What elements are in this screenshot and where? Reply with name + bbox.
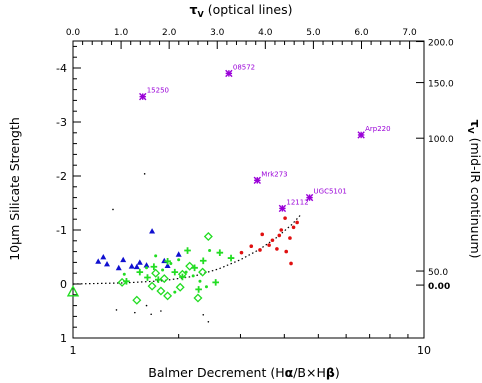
point-dot	[275, 247, 279, 251]
point-dot	[284, 250, 288, 254]
point-asterisk	[358, 132, 364, 138]
right-axis-title-rest: (mid-IR continuum)	[468, 134, 482, 259]
top-tick-label: 2.0	[162, 28, 177, 38]
point-dot	[240, 251, 244, 255]
point-small-dot	[198, 280, 201, 283]
source-label: Mrk273	[261, 170, 287, 178]
point-small-dot	[123, 273, 126, 276]
x-axis-title: Balmer Decrement (Hα/B×Hβ)	[148, 365, 339, 380]
point-tiny-dot	[116, 309, 118, 311]
point-dot	[249, 244, 253, 248]
point-small-dot	[192, 274, 195, 277]
point-small-dot	[208, 249, 211, 252]
point-dot	[295, 221, 299, 225]
point-dot	[267, 243, 271, 247]
point-dot	[288, 236, 292, 240]
x-axis-title-beta: β	[326, 365, 335, 380]
point-asterisk	[140, 93, 146, 99]
point-dot	[279, 228, 283, 232]
point-asterisk	[226, 70, 232, 76]
point-tiny-dot	[112, 209, 114, 211]
right-tick-label: 200.0	[428, 39, 454, 49]
point-dot	[260, 233, 264, 237]
source-label: 12112	[286, 198, 308, 206]
top-axis-title: τV (optical lines)	[190, 2, 293, 19]
y-tick-label: -1	[56, 224, 67, 237]
point-tiny-dot	[144, 173, 146, 175]
point-tiny-dot	[134, 312, 136, 314]
point-small-dot	[169, 262, 172, 265]
x-axis-title-pre: Balmer Decrement (H	[148, 365, 284, 380]
top-axis-title-rest: (optical lines)	[204, 2, 293, 17]
top-tick-label: 1.0	[114, 28, 129, 38]
point-asterisk	[279, 205, 285, 211]
x-tick-label: 1	[70, 344, 77, 357]
right-tick-label: 150.0	[428, 80, 454, 90]
x-axis-title-mid: /B×H	[293, 365, 326, 380]
point-dot	[289, 262, 293, 266]
point-tiny-dot	[146, 305, 148, 307]
point-small-dot	[145, 266, 148, 269]
point-tiny-dot	[202, 314, 204, 316]
right-axis-title: τV (mid-IR continuum)	[466, 119, 482, 258]
top-tick-label: 3.0	[210, 28, 225, 38]
right-tick-label: 100.0	[428, 135, 454, 145]
source-label: UGC5101	[314, 188, 347, 196]
top-tick-label: 0.0	[66, 28, 81, 38]
right-axis-title-main: τ	[468, 119, 482, 127]
point-asterisk	[254, 177, 260, 183]
y-tick-label: 1	[60, 332, 67, 345]
point-tiny-dot	[160, 310, 162, 312]
point-tiny-dot	[150, 313, 152, 315]
source-label: 15250	[147, 87, 169, 95]
y-tick-label: -2	[56, 170, 67, 183]
right-tick-label: 0.00	[428, 282, 450, 292]
point-small-dot	[185, 271, 188, 274]
point-small-dot	[173, 291, 176, 294]
top-tick-label: 4.0	[258, 28, 273, 38]
source-label: 08572	[233, 63, 255, 71]
point-small-dot	[205, 285, 208, 288]
right-tick-label: 50.0	[428, 268, 448, 278]
point-dot	[292, 226, 296, 230]
point-tiny-dot	[208, 321, 210, 323]
y-tick-label: -3	[56, 116, 67, 129]
x-tick-label: 10	[417, 344, 431, 357]
source-label: Arp220	[365, 125, 390, 133]
point-dot	[258, 248, 262, 252]
point-dot	[283, 216, 287, 220]
point-small-dot	[154, 254, 157, 257]
top-tick-label: 5.0	[306, 28, 321, 38]
top-tick-label: 6.0	[354, 28, 369, 38]
y-tick-label: 0	[60, 278, 67, 291]
top-tick-label: 7.0	[402, 28, 417, 38]
y-tick-label: -4	[56, 62, 67, 75]
x-axis-title-post: )	[335, 365, 340, 380]
y-axis-title: 10μm Silicate Strength	[7, 117, 22, 261]
point-small-dot	[177, 258, 180, 261]
top-axis-title-main: τ	[190, 2, 198, 17]
point-dot	[271, 238, 275, 242]
point-small-dot	[161, 268, 164, 271]
point-dot	[277, 234, 281, 238]
